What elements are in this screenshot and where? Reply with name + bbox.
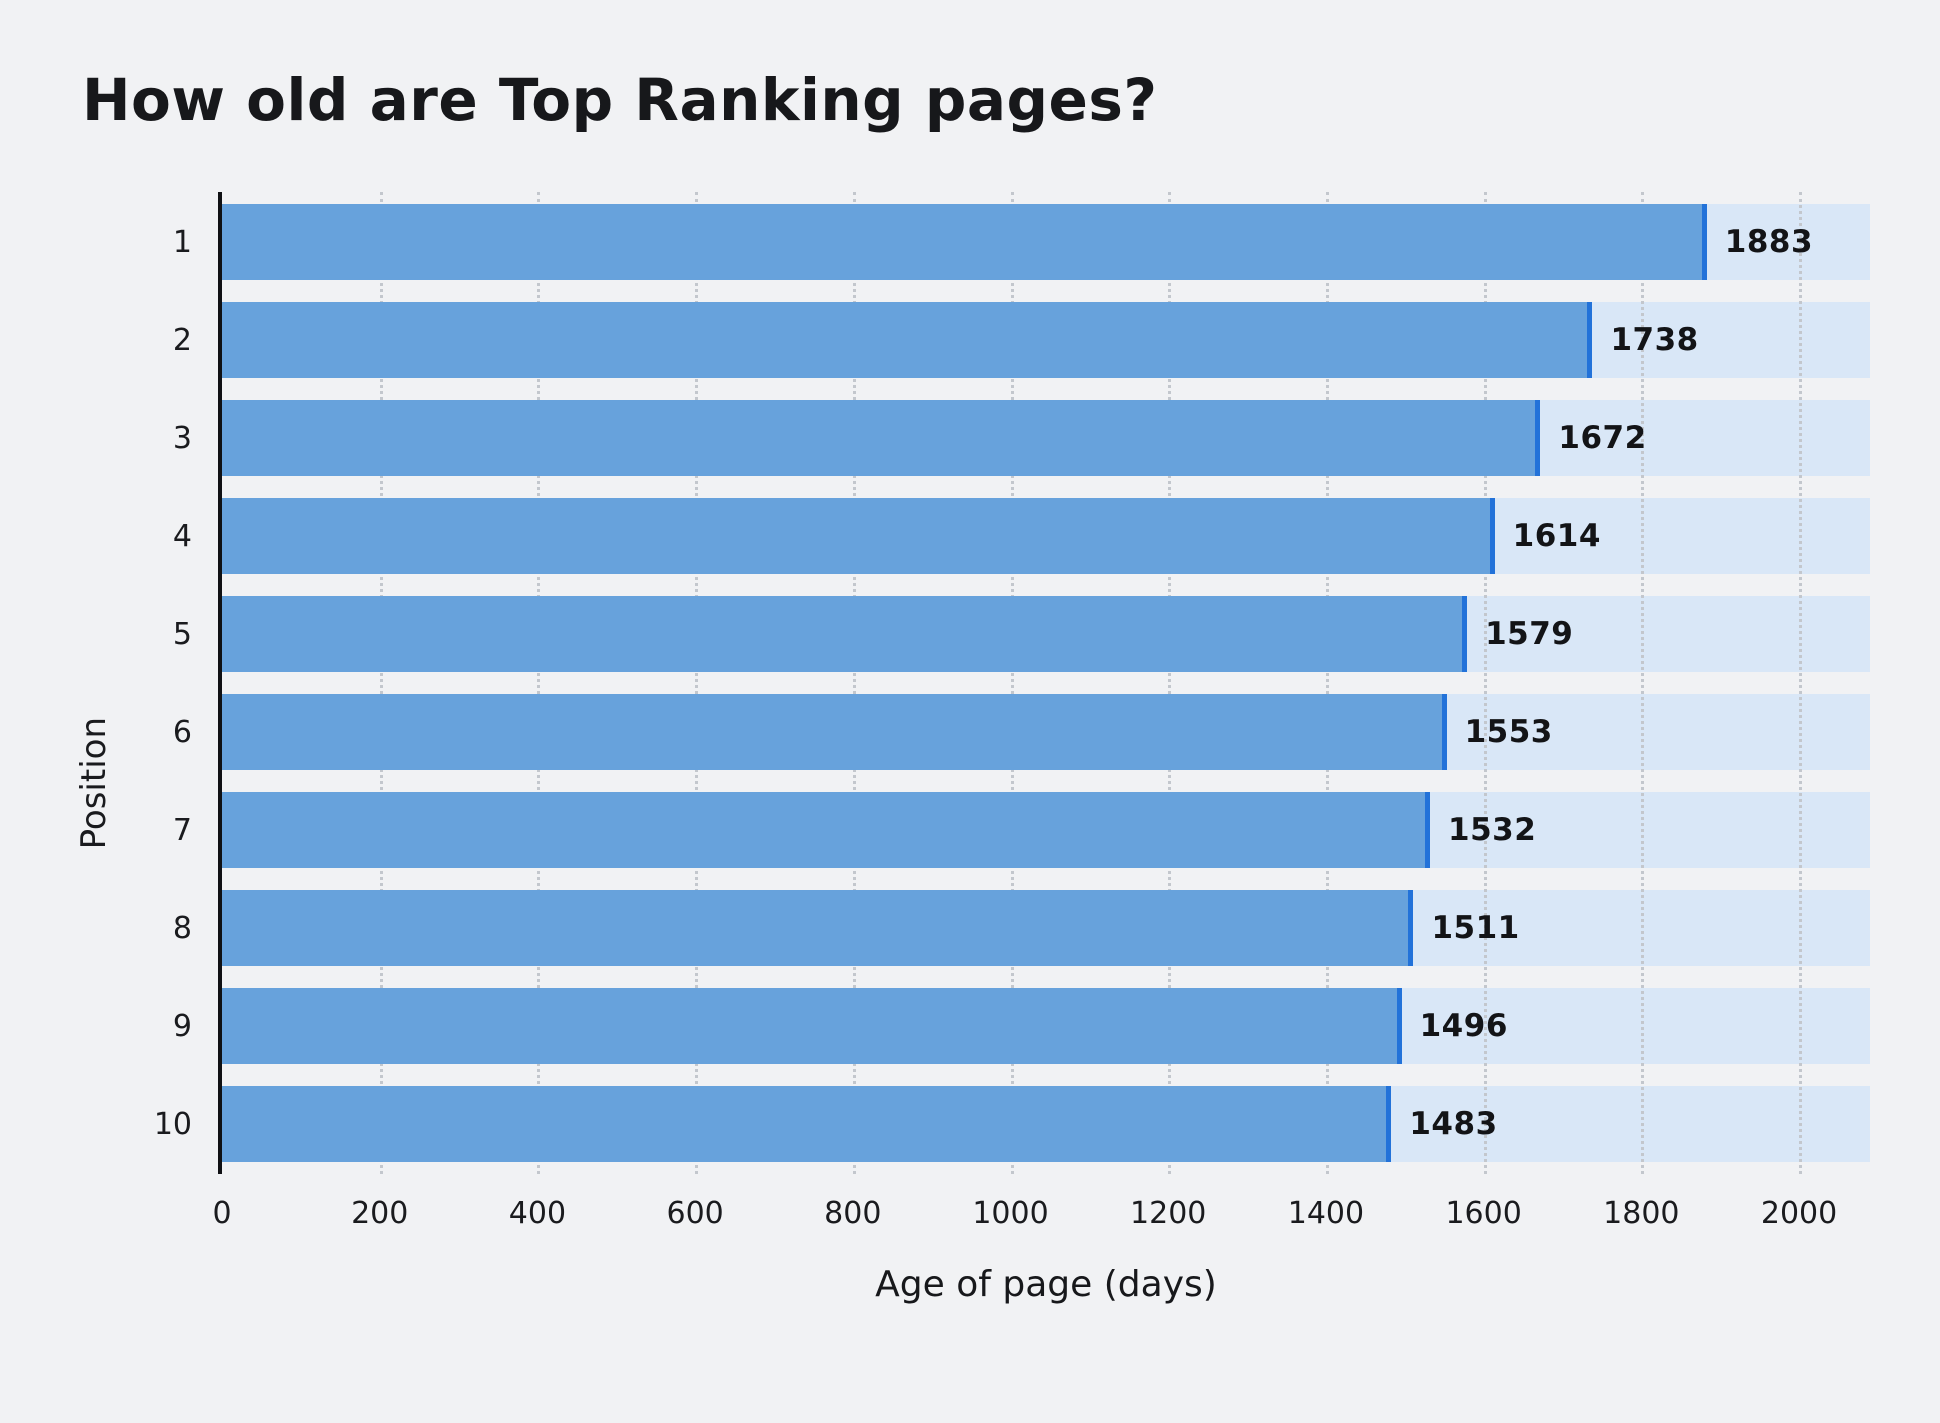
y-tick-label: 3: [172, 420, 192, 456]
gridline: [537, 192, 541, 1174]
bar-track: 1579: [222, 596, 1870, 672]
plot-area: 1883 1738 1672 1614 1579 1553 1532 1511 1496 1483: [218, 192, 1870, 1174]
chart-title: How old are Top Ranking pages?: [82, 66, 1158, 134]
gridline: [695, 192, 699, 1174]
x-tick-label: 1800: [1603, 1196, 1680, 1231]
gridline: [1325, 192, 1329, 1174]
y-axis-title: Position: [74, 717, 114, 850]
chart-body: 1 2 3 4 5 6 7 8 9 10 1883 1738 1672 1614 1579 1553 1532…: [126, 192, 1870, 1174]
y-tick-label: 2: [172, 322, 192, 358]
bar-value-label: 1672: [1558, 420, 1647, 456]
bar-fill: [222, 596, 1468, 672]
bar-fill: [222, 400, 1541, 476]
x-axis-title: Age of page (days): [875, 1264, 1217, 1305]
y-tick-label: 5: [172, 616, 192, 652]
bar-fill: [222, 988, 1402, 1064]
bar-value-label: 1579: [1485, 616, 1574, 652]
gridline: [1641, 192, 1645, 1174]
bar-rows: 1883 1738 1672 1614 1579 1553 1532 1511 1496 1483: [222, 192, 1870, 1174]
bar-value-label: 1883: [1724, 224, 1814, 260]
bar-chart: Position 1 2 3 4 5 6 7 8 9 10 1883 1738 1672 1614 157…: [62, 192, 1870, 1305]
bar-fill: [222, 302, 1593, 378]
gridline: [1168, 192, 1172, 1174]
gridline: [1010, 192, 1014, 1174]
bar-track: 1532: [222, 792, 1870, 868]
x-tick-label: 400: [508, 1196, 567, 1231]
bar-value-label: 1614: [1512, 518, 1601, 554]
bar-value-label: 1496: [1419, 1008, 1508, 1044]
bar-value-label: 1483: [1409, 1106, 1498, 1142]
x-tick-label: 200: [351, 1196, 409, 1231]
x-tick-label: 1400: [1287, 1196, 1365, 1231]
bar-fill: [222, 792, 1430, 868]
gridline: [852, 192, 856, 1174]
y-tick-label: 6: [172, 714, 192, 750]
bar-value-label: 1553: [1464, 714, 1553, 750]
bar-track: 1496: [222, 988, 1870, 1064]
y-tick-label: 10: [153, 1106, 192, 1142]
grid-layer: [222, 192, 1870, 1174]
y-tick-labels: 1 2 3 4 5 6 7 8 9 10: [126, 192, 218, 1174]
y-tick-label: 1: [172, 224, 192, 260]
x-tick-label: 600: [666, 1196, 724, 1231]
bar-track: 1511: [222, 890, 1870, 966]
x-tick-label: 0: [212, 1196, 232, 1231]
gridline: [1483, 192, 1487, 1174]
x-axis: 0 200 400 600 800 1000 1200 1400 1600 1800 2000: [212, 1174, 1870, 1238]
bar-fill: [222, 890, 1414, 966]
bar-value-label: 1532: [1448, 812, 1537, 848]
bar-track: 1553: [222, 694, 1870, 770]
x-tick-label: 1200: [1130, 1196, 1207, 1231]
bar-track: 1614: [222, 498, 1870, 574]
x-tick-label: 1000: [972, 1196, 1049, 1231]
y-axis-title-column: Position: [62, 192, 126, 1305]
y-tick-label: 8: [172, 910, 192, 946]
x-tick-label: 1600: [1445, 1196, 1522, 1231]
bar-value-label: 1511: [1431, 910, 1520, 946]
bar-track: 1883: [222, 204, 1870, 280]
bar-fill: [222, 694, 1447, 770]
plot-column: 1 2 3 4 5 6 7 8 9 10 1883 1738 1672 1614 1579 1553 1532…: [126, 192, 1870, 1305]
y-tick-label: 7: [172, 812, 192, 848]
bar-track: 1672: [222, 400, 1870, 476]
y-tick-label: 9: [172, 1008, 192, 1044]
gridline: [1799, 192, 1803, 1174]
x-tick-label: 2000: [1760, 1196, 1838, 1231]
bar-fill: [222, 204, 1707, 280]
bar-track: 1483: [222, 1086, 1870, 1162]
gridline: [379, 192, 383, 1174]
x-tick-label: 800: [824, 1196, 882, 1231]
bar-fill: [222, 1086, 1392, 1162]
bar-fill: [222, 498, 1495, 574]
bar-track: 1738: [222, 302, 1870, 378]
bar-value-label: 1738: [1610, 322, 1699, 358]
y-tick-label: 4: [172, 518, 192, 554]
